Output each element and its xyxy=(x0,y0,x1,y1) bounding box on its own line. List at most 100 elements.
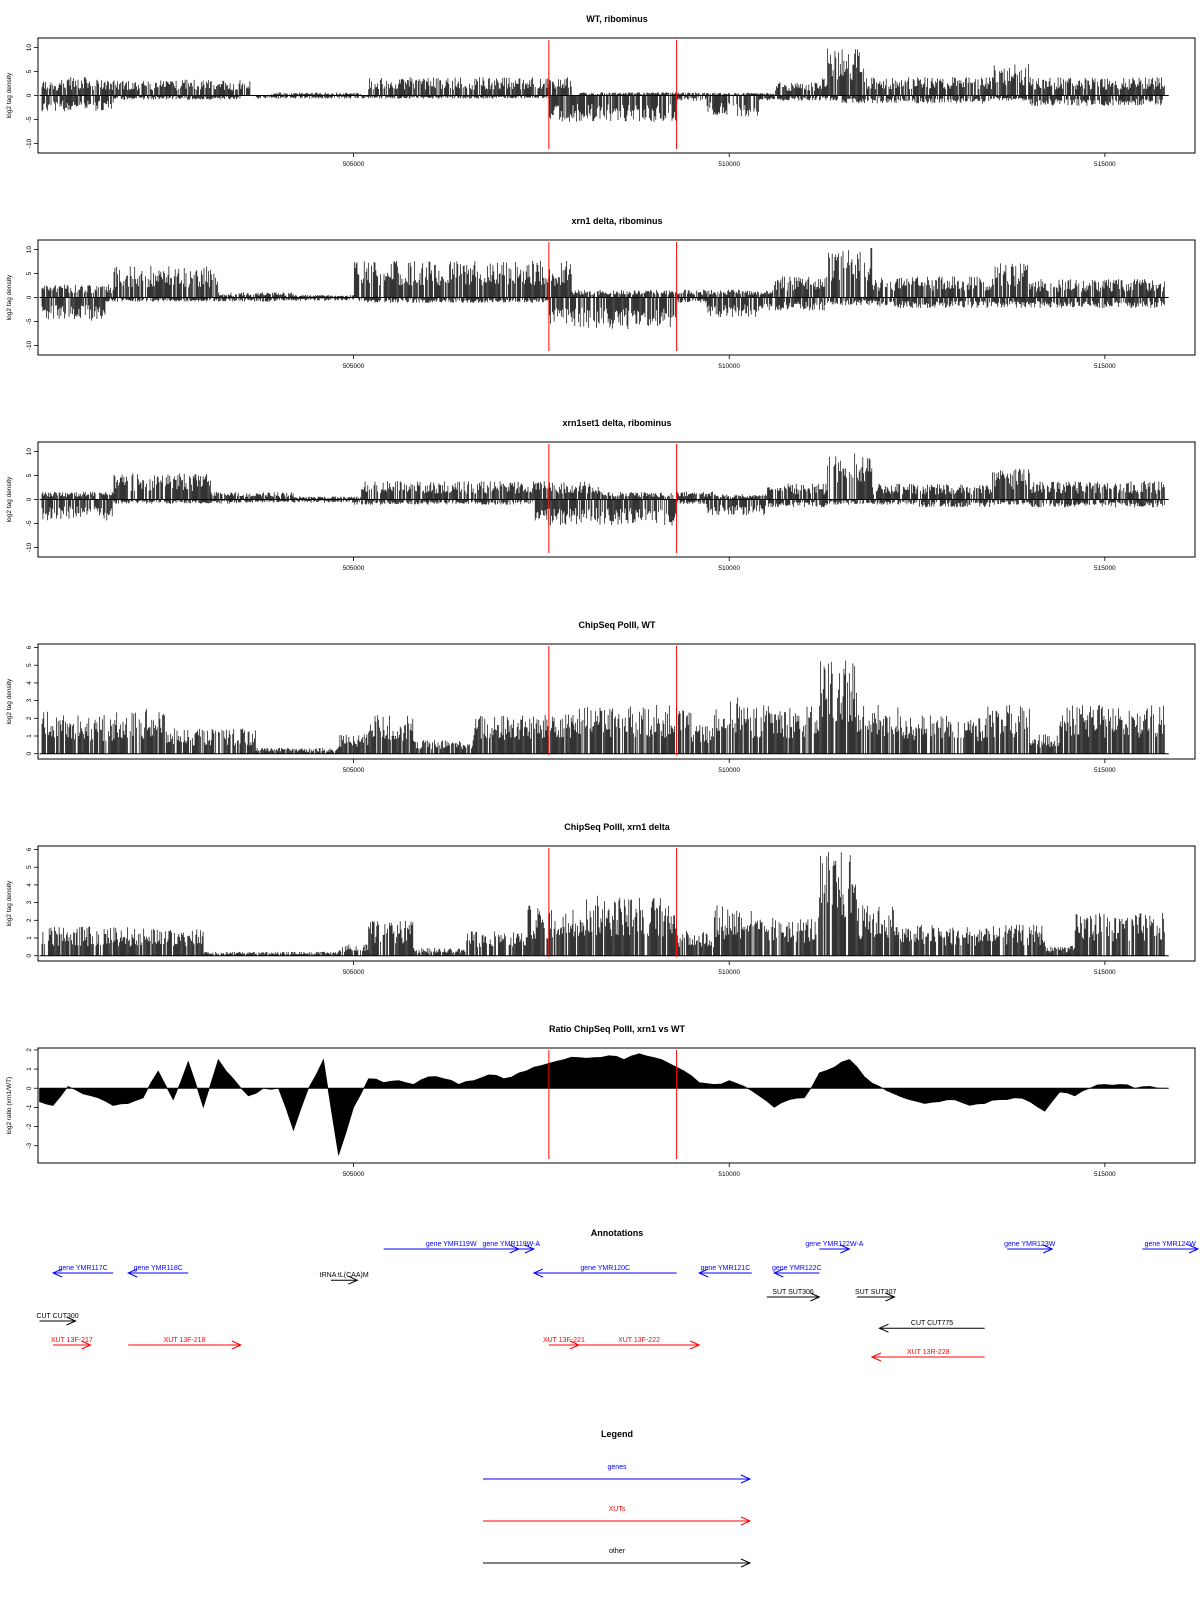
legend-arrow-gene xyxy=(483,1474,752,1484)
data-series xyxy=(41,852,1165,956)
annotation-arrow xyxy=(53,1340,92,1350)
y-tick-label: 1 xyxy=(26,936,33,940)
panel-chipseq-xrn1: ChipSeq PolII, xrn1 delta log2 tag densit… xyxy=(6,822,1196,976)
x-tick-label: 515000 xyxy=(1094,1171,1116,1178)
panel-title: WT, ribominus xyxy=(586,14,648,24)
panel-xrn1set1-ribominus: xrn1set1 delta, ribominus log2 tag densit… xyxy=(6,418,1196,572)
x-tick-label: 510000 xyxy=(718,161,740,168)
y-tick-label: 0 xyxy=(26,752,33,756)
annotation-arrow xyxy=(1142,1244,1200,1254)
y-tick-label: 5 xyxy=(26,663,33,667)
x-tick-label: 505000 xyxy=(343,969,365,976)
y-tick-label: 3 xyxy=(26,900,33,904)
legend-label-gene: genes xyxy=(607,1464,627,1471)
x-tick-label: 515000 xyxy=(1094,565,1116,572)
annotation-arrow xyxy=(488,1244,536,1254)
y-tick-label: -2 xyxy=(26,1123,33,1129)
y-tick-label: 2 xyxy=(26,1048,33,1052)
annotation-label: gene YMR119W-A xyxy=(483,1241,541,1248)
annotation-arrow xyxy=(51,1268,114,1278)
annotation-label: gene YMR124W xyxy=(1145,1241,1197,1248)
y-tick-label: 10 xyxy=(26,44,33,52)
y-tick-label: 2 xyxy=(26,918,33,922)
annotation-arrow xyxy=(878,1323,985,1333)
y-tick-label: -10 xyxy=(26,340,33,350)
x-tick-label: 515000 xyxy=(1094,161,1116,168)
annotation-label: gene YMR122C xyxy=(772,1265,822,1272)
y-tick-label: 10 xyxy=(26,448,33,456)
y-axis-label: log2 tag density xyxy=(6,274,13,320)
panel-chipseq-wt: ChipSeq PolII, WT log2 tag density 0 1 2 3 4 5 6… xyxy=(6,620,1196,774)
x-tick-label: 505000 xyxy=(343,161,365,168)
annotations-panel: Annotations gene YMR117C gene YMR118C gene… xyxy=(36,1228,1200,1362)
panel-title: ChipSeq PolII, xrn1 delta xyxy=(564,822,671,832)
panel-ratio-chipseq: Ratio ChipSeq PolII, xrn1 vs WT log2 rati… xyxy=(6,1024,1196,1178)
annotation-label: gene YMR118C xyxy=(134,1265,183,1272)
data-series xyxy=(41,247,1165,330)
x-tick-label: 505000 xyxy=(343,1171,365,1178)
y-tick-label: 0 xyxy=(26,1086,33,1090)
y-tick-label: -10 xyxy=(26,138,33,148)
annotation-label: XUT 13F-221 xyxy=(543,1337,585,1344)
x-tick-label: 510000 xyxy=(718,1171,740,1178)
data-series xyxy=(41,48,1165,122)
y-axis-label: log2 ratio (xrn1/WT) xyxy=(6,1077,13,1134)
y-tick-label: 0 xyxy=(26,295,33,299)
annotation-label: XUT 13R-228 xyxy=(907,1349,950,1356)
density-bars xyxy=(41,247,1165,330)
density-bars xyxy=(41,660,1165,754)
y-tick-label: -3 xyxy=(26,1142,33,1148)
annotation-label: gene YMR121C xyxy=(701,1265,751,1272)
plot-frame xyxy=(37,845,1196,962)
y-axis-label: log2 tag density xyxy=(6,476,13,522)
annotation-label: gene YMR123W xyxy=(1004,1241,1056,1248)
legend-arrow-other xyxy=(483,1558,752,1568)
annotation-label: XUT 13F-222 xyxy=(618,1337,660,1344)
panel-wt-ribominus: WT, ribominus log2 tag density -10 -5 0 5 10 50… xyxy=(6,14,1196,168)
annotation-arrow xyxy=(331,1275,359,1285)
y-tick-label: 6 xyxy=(26,645,33,649)
annotation-label: SUT SUT306 xyxy=(772,1289,814,1296)
annotation-label: gene YMR122W-A xyxy=(805,1241,863,1248)
y-tick-label: 5 xyxy=(26,69,33,73)
y-tick-label: 5 xyxy=(26,473,33,477)
data-series xyxy=(41,453,1165,526)
y-tick-label: 2 xyxy=(26,716,33,720)
x-tick-label: 505000 xyxy=(343,565,365,572)
y-tick-label: 6 xyxy=(26,847,33,851)
annotation-label: gene YMR119W xyxy=(426,1241,477,1248)
annotation-arrow xyxy=(819,1244,851,1254)
x-tick-label: 510000 xyxy=(718,767,740,774)
y-tick-label: 3 xyxy=(26,698,33,702)
y-tick-label: -5 xyxy=(26,520,33,526)
density-bars xyxy=(41,852,1165,956)
annotation-arrow xyxy=(578,1340,701,1350)
y-tick-label: 4 xyxy=(26,681,33,685)
annotation-arrow xyxy=(766,1292,821,1302)
y-tick-label: 0 xyxy=(26,93,33,97)
annotation-arrow xyxy=(870,1352,985,1362)
annotation-arrow xyxy=(548,1340,581,1350)
annotation-label: SUT SUT307 xyxy=(855,1289,897,1296)
panel-title: ChipSeq PolII, WT xyxy=(579,620,656,630)
density-bars xyxy=(41,48,1165,122)
annotation-arrow xyxy=(773,1268,820,1278)
y-tick-label: -5 xyxy=(26,116,33,122)
annotation-arrow xyxy=(1007,1244,1054,1254)
annotation-arrow xyxy=(126,1268,189,1278)
annotation-label: XUT 13F-217 xyxy=(51,1337,93,1344)
data-series xyxy=(39,1053,1165,1156)
panel-xrn1-ribominus: xrn1 delta, ribominus log2 tag density -10… xyxy=(6,216,1196,370)
y-tick-label: -10 xyxy=(26,542,33,552)
density-bars xyxy=(41,453,1165,526)
legend-label-other: other xyxy=(609,1548,626,1555)
y-tick-label: -1 xyxy=(26,1104,33,1110)
x-tick-label: 515000 xyxy=(1094,363,1116,370)
annotation-label: XUT 13F-218 xyxy=(164,1337,206,1344)
y-tick-label: -5 xyxy=(26,318,33,324)
panel-title: Ratio ChipSeq PolII, xrn1 vs WT xyxy=(549,1024,686,1034)
x-tick-label: 505000 xyxy=(343,363,365,370)
y-axis-label: log2 tag density xyxy=(6,72,13,118)
y-tick-label: 1 xyxy=(26,1067,33,1071)
